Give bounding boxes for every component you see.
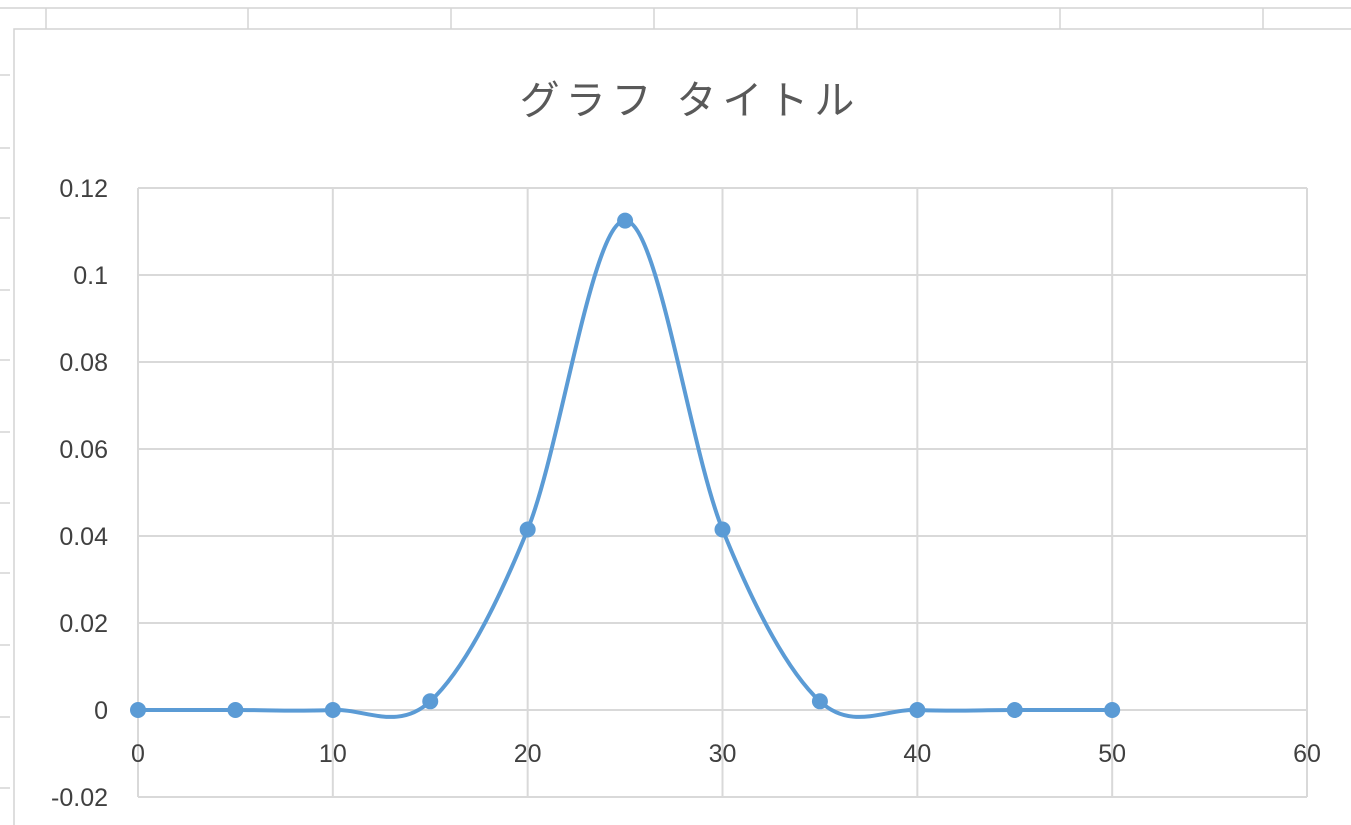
tick-labels: 0 10 20 30 40 50 60 -0.02 0 0.02 0.04 0.06 0.08 0.1 0.…: [51, 175, 1321, 812]
chart-title[interactable]: グラフ タイトル: [520, 78, 861, 124]
chart-frame[interactable]: [13, 28, 1351, 825]
data-point[interactable]: [909, 702, 926, 718]
y-tick-label: 0.04: [59, 523, 108, 551]
series-layer[interactable]: [130, 212, 1121, 719]
data-point[interactable]: [519, 521, 536, 538]
data-point[interactable]: [617, 212, 634, 229]
data-point[interactable]: [1104, 702, 1121, 718]
y-tick-label: 0: [94, 697, 108, 725]
y-tick-label: 0.12: [59, 175, 108, 203]
data-point[interactable]: [227, 702, 244, 718]
data-point[interactable]: [324, 702, 341, 718]
y-tick-label: 0.1: [73, 262, 108, 290]
spreadsheet-background: [0, 7, 1351, 789]
x-tick-label: 10: [319, 740, 347, 768]
x-tick-label: 40: [903, 740, 931, 768]
data-point[interactable]: [811, 693, 828, 710]
x-tick-label: 30: [709, 740, 737, 768]
x-tick-label: 50: [1098, 740, 1126, 768]
y-tick-label: 0.08: [59, 349, 108, 377]
x-tick-label: 20: [514, 740, 542, 768]
data-point[interactable]: [130, 702, 146, 718]
y-tick-label: -0.02: [51, 784, 108, 812]
data-point[interactable]: [714, 521, 731, 538]
x-tick-label: 60: [1293, 740, 1321, 768]
y-tick-label: 0.02: [59, 610, 108, 638]
y-tick-label: 0.06: [59, 436, 108, 464]
x-tick-label: 0: [131, 740, 145, 768]
data-point[interactable]: [1006, 702, 1023, 718]
data-point[interactable]: [422, 693, 439, 710]
